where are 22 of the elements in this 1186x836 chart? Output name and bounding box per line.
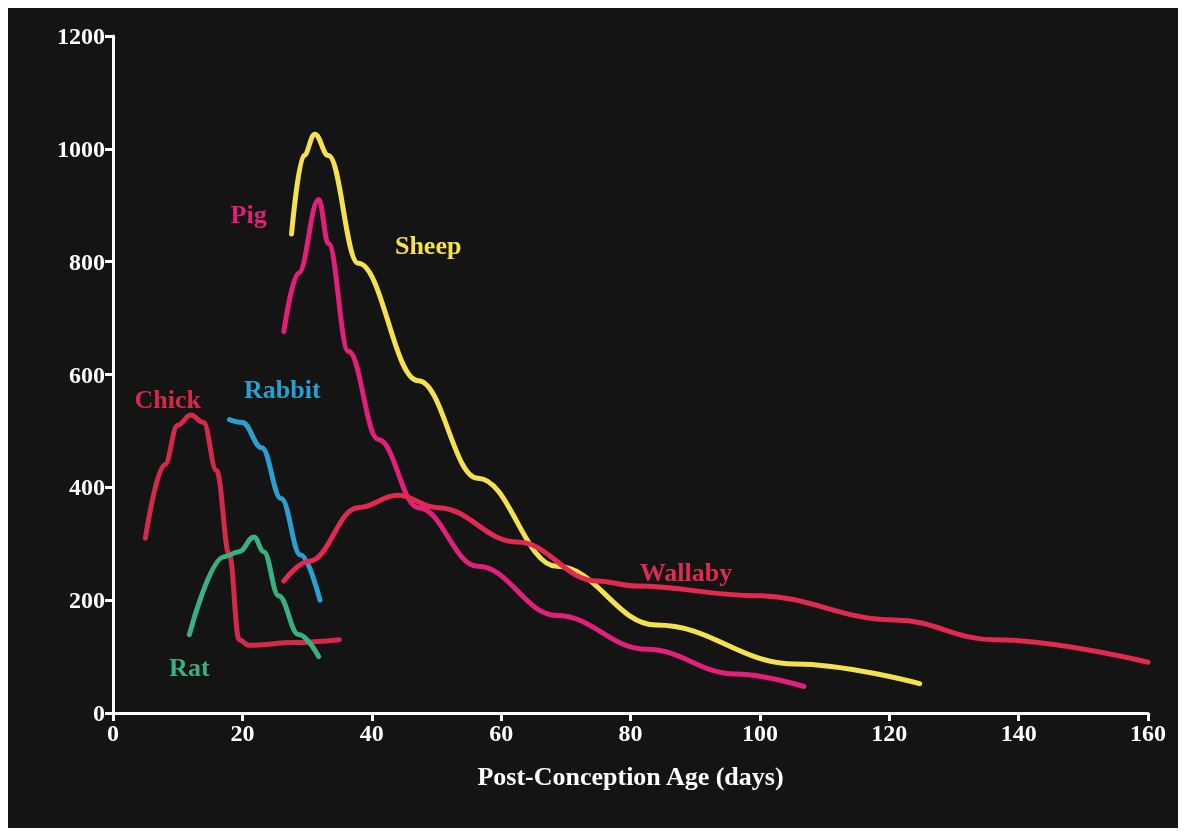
y-tick-label: 1200	[57, 23, 105, 49]
y-tick-label: 200	[69, 587, 105, 614]
series-label: Rat	[169, 653, 210, 683]
series-label: Sheep	[394, 230, 462, 260]
y-tick-label: 600	[69, 361, 105, 388]
series-label: Rabbit	[244, 374, 322, 404]
x-tick-label: 100	[741, 720, 778, 746]
series-label: Pig	[230, 200, 267, 230]
x-tick-label: 80	[618, 720, 643, 746]
y-tick-label: 400	[69, 474, 105, 501]
y-tick-label: 0	[93, 700, 105, 726]
series-label: Chick	[134, 384, 202, 414]
x-tick-label: 160	[1130, 720, 1166, 746]
x-tick-label: 120	[871, 720, 908, 746]
x-tick-label: 60	[489, 720, 514, 746]
y-tick-label: 1000	[57, 135, 105, 162]
series-label: Wallaby	[639, 558, 733, 588]
y-tick-label: 800	[69, 248, 105, 275]
x-axis-title: Post-Conception Age (days)	[477, 761, 784, 791]
x-tick-label: 20	[230, 720, 255, 746]
x-tick-label: 140	[1000, 720, 1037, 746]
x-tick-label: 40	[359, 720, 384, 746]
